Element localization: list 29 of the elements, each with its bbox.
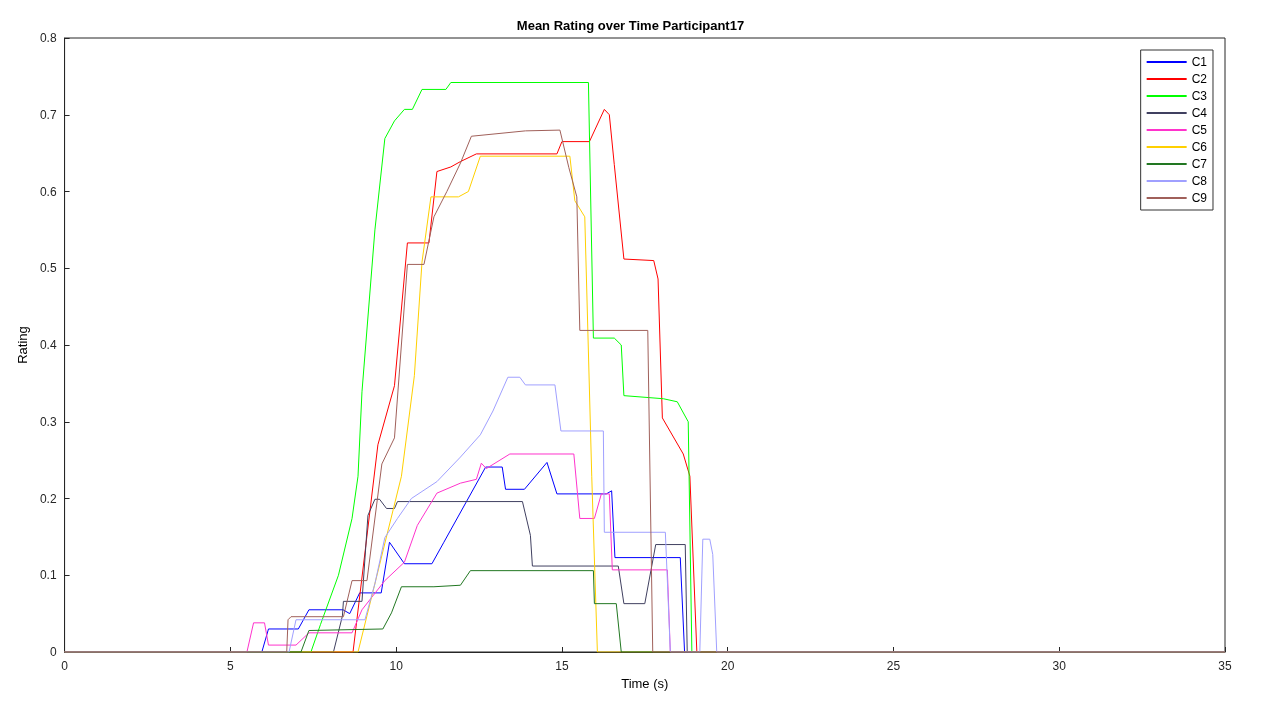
x-tick-label: 15 [555, 659, 569, 673]
x-tick-label: 10 [389, 659, 404, 673]
y-tick-label: 0.6 [39, 184, 57, 199]
legend-label: C7 [1191, 157, 1208, 171]
y-tick-label: 0.8 [39, 31, 57, 45]
x-tick-label: 25 [886, 659, 901, 673]
x-axis-title: Time (s) [621, 675, 669, 691]
legend-label: C4 [1191, 106, 1208, 120]
legend-label: C9 [1191, 191, 1208, 205]
x-tick-label: 0 [61, 659, 69, 673]
y-tick-label: 0.3 [39, 414, 57, 429]
x-tick-label: 20 [721, 659, 735, 673]
legend-label: C3 [1191, 89, 1208, 103]
x-tick-label: 5 [227, 659, 235, 673]
legend-label: C8 [1191, 174, 1208, 188]
y-tick-label: 0 [49, 645, 57, 659]
legend-label: C1 [1191, 55, 1208, 69]
y-tick-label: 0.7 [39, 107, 57, 122]
y-tick-label: 0.2 [39, 491, 57, 506]
x-tick-label: 30 [1052, 659, 1067, 673]
chart-title: Mean Rating over Time Participant17 [516, 18, 745, 33]
legend-label: C2 [1191, 72, 1208, 86]
y-axis-title: Rating [15, 326, 30, 364]
y-tick-label: 0.4 [39, 338, 57, 352]
y-tick-label: 0.5 [39, 261, 57, 276]
legend-label: C5 [1191, 123, 1208, 137]
y-tick-label: 0.1 [39, 568, 57, 583]
x-tick-label: 35 [1218, 659, 1232, 673]
legend-label: C6 [1191, 140, 1208, 154]
